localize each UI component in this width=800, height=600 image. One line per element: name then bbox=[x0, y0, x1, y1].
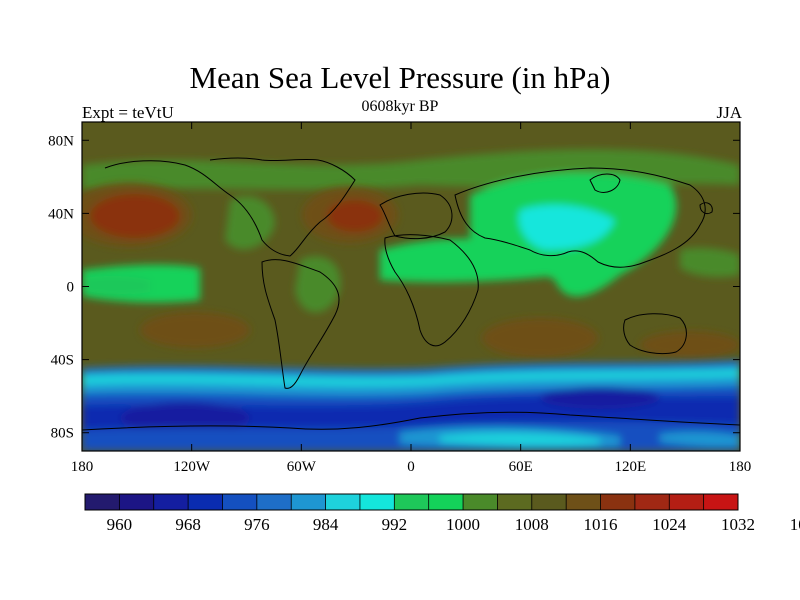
y-tick-label-2: 0 bbox=[67, 280, 75, 296]
x-tick-label-2: 60W bbox=[287, 459, 317, 475]
colorbar-swatch-8 bbox=[359, 494, 395, 510]
colorbar-swatch-5 bbox=[256, 494, 292, 510]
colorbar-swatch-1 bbox=[119, 494, 155, 510]
colorbar-label-3: 984 bbox=[313, 515, 339, 534]
chart-subtitle: 0608kyr BP bbox=[361, 98, 439, 115]
field-high-cells bbox=[82, 183, 740, 359]
colorbar-frame bbox=[84, 493, 739, 511]
x-tick-label-1: 120W bbox=[173, 459, 211, 475]
x-axis: 180 120W 60W 0 60E 120E 180 bbox=[71, 122, 752, 475]
colorbar: 960 968 976 984 992 1000 1008 1016 1024 1032 1040 bbox=[84, 493, 800, 534]
field-green-belts bbox=[82, 149, 740, 313]
colorbar-swatch-15 bbox=[600, 494, 636, 510]
colorbar-label-5: 1000 bbox=[446, 515, 480, 534]
colorbar-label-6: 1008 bbox=[515, 515, 549, 534]
x-tick-label-3: 0 bbox=[407, 459, 415, 475]
x-tick-label-4: 60E bbox=[509, 459, 533, 475]
colorbar-label-2: 976 bbox=[244, 515, 270, 534]
colorbar-swatch-4 bbox=[222, 494, 258, 510]
y-tick-label-4: 80S bbox=[51, 426, 74, 442]
colorbar-swatch-18 bbox=[703, 494, 739, 510]
colorbar-swatch-14 bbox=[566, 494, 601, 510]
colorbar-swatch-10 bbox=[428, 494, 464, 510]
colorbar-swatch-9 bbox=[394, 494, 429, 510]
colorbar-label-10: 1040 bbox=[790, 515, 800, 534]
pressure-field bbox=[82, 122, 740, 451]
x-tick-label-6: 180 bbox=[729, 459, 752, 475]
colorbar-swatch-12 bbox=[497, 494, 533, 510]
field-southern-lows bbox=[82, 360, 740, 451]
colorbar-label-8: 1024 bbox=[652, 515, 687, 534]
season-label: JJA bbox=[716, 103, 742, 122]
colorbar-label-7: 1016 bbox=[584, 515, 618, 534]
colorbar-label-0: 960 bbox=[107, 515, 133, 534]
chart-title: Mean Sea Level Pressure (in hPa) bbox=[189, 60, 611, 95]
x-tick-label-0: 180 bbox=[71, 459, 94, 475]
colorbar-swatch-2 bbox=[153, 494, 189, 510]
colorbar-swatch-6 bbox=[291, 494, 326, 510]
colorbar-swatch-17 bbox=[669, 494, 704, 510]
coastlines bbox=[82, 157, 740, 431]
y-tick-label-0: 80N bbox=[48, 133, 74, 149]
x-tick-label-5: 120E bbox=[614, 459, 646, 475]
colorbar-label-1: 968 bbox=[175, 515, 201, 534]
colorbar-label-4: 992 bbox=[382, 515, 408, 534]
experiment-label: Expt = teVtU bbox=[82, 103, 174, 122]
colorbar-swatch-13 bbox=[531, 494, 567, 510]
colorbar-swatch-11 bbox=[463, 494, 498, 510]
colorbar-swatch-16 bbox=[634, 494, 670, 510]
colorbar-label-9: 1032 bbox=[721, 515, 755, 534]
colorbar-swatch-3 bbox=[188, 494, 223, 510]
y-tick-label-3: 40S bbox=[51, 353, 74, 369]
colorbar-swatch-7 bbox=[325, 494, 361, 510]
y-axis: 80N 40N 0 40S 80S bbox=[48, 133, 740, 442]
colorbar-swatch-0 bbox=[85, 494, 120, 510]
y-tick-label-1: 40N bbox=[48, 206, 74, 222]
